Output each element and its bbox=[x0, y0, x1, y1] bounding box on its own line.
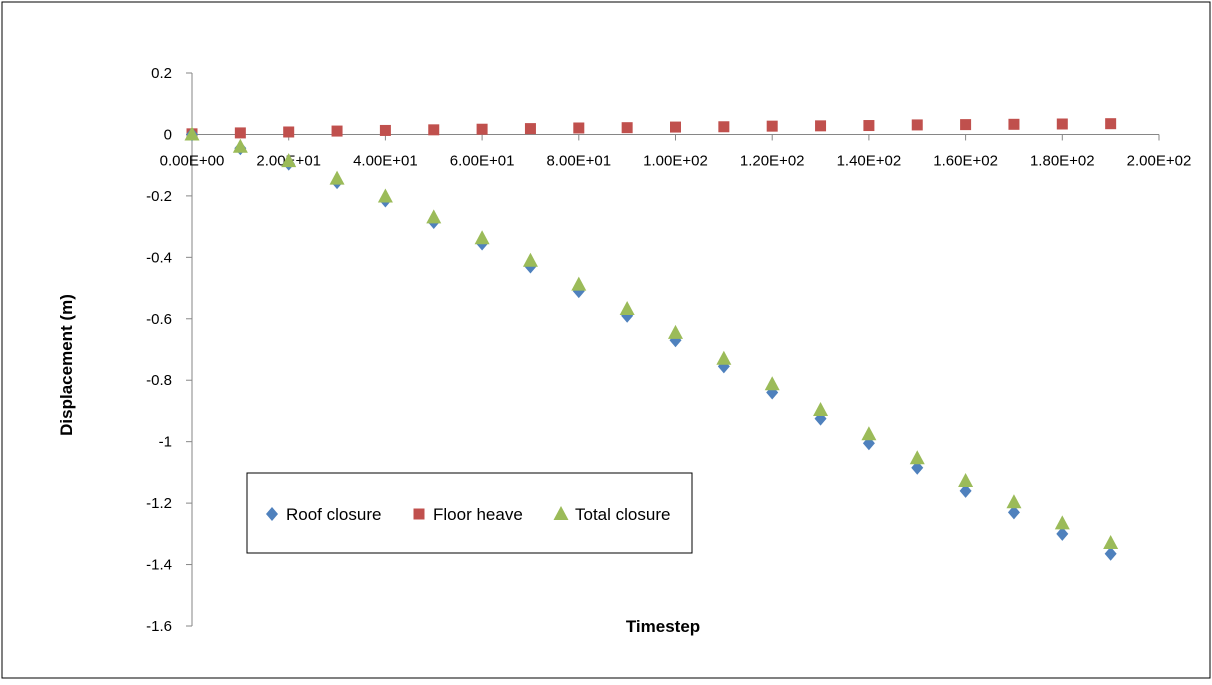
x-tick-label: 2.00E+02 bbox=[1127, 152, 1192, 169]
total-closure-point bbox=[184, 126, 200, 141]
floor-heave-point bbox=[573, 122, 585, 134]
floor-heave-point bbox=[1056, 118, 1068, 130]
data-marks bbox=[184, 118, 1119, 561]
total-closure-point bbox=[474, 230, 490, 245]
series-total-closure bbox=[184, 126, 1119, 550]
floor-heave-point bbox=[718, 121, 730, 133]
legend-marker-total-closure bbox=[553, 506, 569, 520]
total-closure-point bbox=[329, 170, 345, 185]
total-closure-point bbox=[813, 402, 829, 417]
floor-heave-point bbox=[670, 121, 681, 133]
y-tick-label: -0.6 bbox=[146, 311, 172, 328]
floor-heave-point bbox=[524, 123, 536, 135]
y-axis-title: Displacement (m) bbox=[57, 294, 76, 436]
x-axis-title: Timestep bbox=[626, 617, 700, 636]
floor-heave-point bbox=[234, 127, 246, 139]
total-closure-point bbox=[1054, 515, 1070, 530]
roof-closure-point bbox=[959, 483, 972, 498]
x-tick-label: 1.00E+02 bbox=[643, 152, 708, 169]
legend-label-total-closure: Total closure bbox=[575, 505, 670, 524]
x-tick-label: 1.60E+02 bbox=[933, 152, 998, 169]
total-closure-point bbox=[281, 153, 297, 168]
x-tick-label: 1.20E+02 bbox=[740, 152, 805, 169]
total-closure-point bbox=[377, 188, 393, 203]
series-floor-heave bbox=[186, 118, 1117, 140]
total-closure-point bbox=[522, 252, 538, 267]
x-tick-label: 4.00E+01 bbox=[353, 152, 418, 169]
y-tick-label: -1.4 bbox=[146, 557, 172, 574]
y-tick-label: -1 bbox=[159, 434, 172, 451]
floor-heave-point bbox=[766, 120, 778, 132]
y-tick-label: -0.2 bbox=[146, 188, 172, 205]
legend-marker-roof-closure bbox=[266, 507, 278, 521]
y-tick-label: 0 bbox=[164, 126, 172, 143]
y-tick-label: -1.2 bbox=[146, 495, 172, 512]
x-tick-label: 6.00E+01 bbox=[450, 152, 515, 169]
roof-closure-point bbox=[1007, 505, 1020, 520]
floor-heave-point bbox=[428, 124, 440, 136]
floor-heave-point bbox=[815, 120, 827, 132]
floor-heave-point bbox=[621, 122, 633, 134]
total-closure-point bbox=[232, 138, 248, 153]
roof-closure-point bbox=[911, 460, 924, 475]
y-tick-label: 0.2 bbox=[151, 65, 172, 82]
legend-marker-floor-heave bbox=[413, 508, 425, 520]
y-tick-label: -0.4 bbox=[146, 249, 172, 266]
x-tick-label: 8.00E+01 bbox=[546, 152, 611, 169]
floor-heave-point bbox=[1008, 118, 1020, 130]
floor-heave-point bbox=[863, 120, 875, 132]
floor-heave-point bbox=[331, 125, 343, 137]
total-closure-point bbox=[1103, 535, 1119, 550]
x-tick-label: 1.80E+02 bbox=[1030, 152, 1095, 169]
roof-closure-point bbox=[1056, 526, 1069, 541]
floor-heave-point bbox=[911, 119, 923, 131]
total-closure-point bbox=[909, 450, 925, 465]
total-closure-point bbox=[571, 276, 587, 291]
x-tick-label: 1.40E+02 bbox=[837, 152, 902, 169]
y-tick-label: -0.8 bbox=[146, 372, 172, 389]
floor-heave-point bbox=[379, 124, 391, 136]
total-closure-point bbox=[1006, 494, 1022, 509]
roof-closure-point bbox=[1104, 546, 1117, 561]
floor-heave-point bbox=[283, 126, 295, 138]
legend-box bbox=[246, 472, 693, 554]
total-closure-point bbox=[958, 472, 974, 487]
floor-heave-point bbox=[1105, 118, 1117, 130]
axes: 0.2 0 -0.2 -0.4 -0.6 -0.8 -1 -1.2 -1.4 -1.6 0.00E+… bbox=[146, 65, 1191, 635]
total-closure-point bbox=[861, 426, 877, 441]
y-tick-label: -1.6 bbox=[146, 618, 172, 635]
total-closure-point bbox=[716, 350, 732, 365]
legend: Roof closure Floor heave Total closure bbox=[246, 472, 693, 554]
total-closure-point bbox=[764, 376, 780, 391]
floor-heave-point bbox=[476, 123, 488, 135]
total-closure-point bbox=[426, 209, 442, 224]
legend-label-floor-heave: Floor heave bbox=[433, 505, 523, 524]
legend-label-roof-closure: Roof closure bbox=[286, 505, 381, 524]
total-closure-point bbox=[668, 324, 683, 339]
floor-heave-point bbox=[960, 119, 972, 131]
x-tick-label: 0.00E+00 bbox=[160, 152, 225, 169]
total-closure-point bbox=[619, 300, 635, 315]
